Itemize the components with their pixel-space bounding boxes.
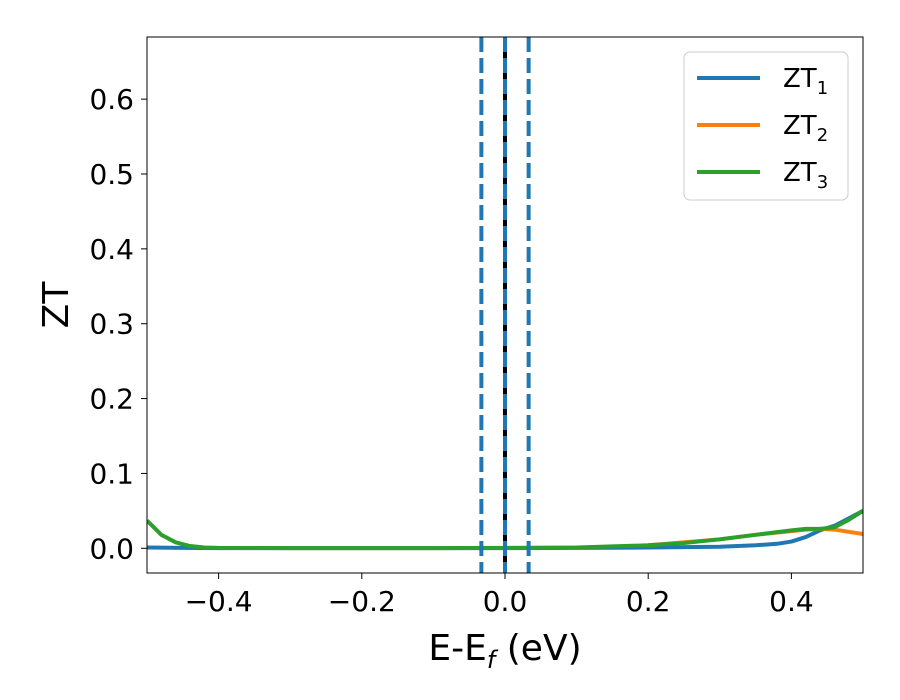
- x-axis: −0.4 −0.2 0.0 0.2 0.4: [185, 573, 814, 618]
- plot-area: [147, 37, 863, 573]
- y-tick-label: 0.5: [89, 158, 134, 191]
- legend-box: [683, 51, 849, 201]
- y-tick-label: 0.1: [89, 457, 134, 490]
- y-tick-label: 0.0: [89, 532, 134, 565]
- x-tick-label: 0.0: [483, 585, 528, 618]
- y-axis: 0.0 0.1 0.2 0.3 0.4 0.5 0.6: [89, 83, 147, 565]
- y-tick-label: 0.4: [89, 233, 134, 266]
- legend-label-1: ZT1: [783, 64, 828, 99]
- x-tick-label: −0.4: [185, 585, 253, 618]
- y-tick-label: 0.3: [89, 308, 134, 341]
- x-tick-label: −0.2: [328, 585, 396, 618]
- series-line-3: [147, 509, 863, 551]
- y-axis-label: ZT: [36, 281, 77, 329]
- y-tick-label: 0.6: [89, 83, 134, 116]
- x-tick-label: 0.2: [626, 585, 671, 618]
- x-tick-label: 0.4: [769, 585, 814, 618]
- legend-label-3: ZT3: [783, 158, 828, 193]
- x-axis-label: E-Ef (eV): [428, 628, 581, 674]
- legend: ZT1 ZT2 ZT3: [683, 51, 849, 201]
- y-tick-label: 0.2: [89, 383, 134, 416]
- legend-label-2: ZT2: [783, 111, 828, 146]
